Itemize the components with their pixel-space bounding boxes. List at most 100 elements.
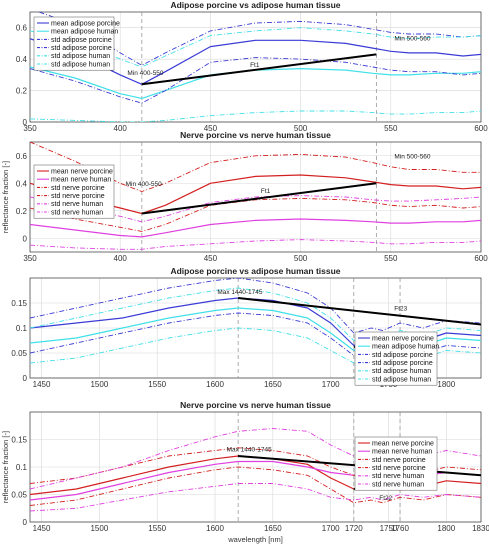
y-tick-label: 0: [23, 518, 28, 527]
y-tick-label: 0: [23, 374, 28, 383]
annotation-label: Min 500-560: [394, 35, 431, 42]
x-tick-label: 400: [114, 254, 128, 263]
x-tick-label: 1450: [33, 380, 51, 389]
x-tick-label: 450: [204, 254, 218, 263]
x-tick-label: 350: [23, 124, 37, 133]
legend-entry: std nerve human: [372, 481, 424, 488]
x-tick-label: 1700: [322, 380, 340, 389]
annotation-label: Min 500-560: [394, 154, 431, 161]
x-tick-label: 1760: [391, 524, 409, 533]
plot-content: [30, 142, 481, 252]
panel-title: Nerve porcine vs nerve human tissue: [180, 400, 331, 410]
legend-entry: std adipose porcine: [372, 352, 433, 359]
y-tick-label: 0: [23, 234, 28, 243]
x-tick-label: 1800: [437, 380, 455, 389]
legend-entry: std nerve porcine: [372, 465, 426, 472]
fit-line-1: [238, 297, 481, 326]
y-tick-label: 0.15: [11, 299, 27, 308]
panel-title: Adipose porcine vs adipose human tissue: [170, 266, 340, 276]
x-tick-label: 1800: [437, 524, 455, 533]
x-tick-label: 1700: [322, 524, 340, 533]
y-axis-label: reflectance fraction [-]: [1, 431, 10, 503]
legend-entry: std adipose porcine: [51, 37, 112, 44]
axes-frame: [29, 411, 482, 523]
x-tick-label: 550: [384, 124, 398, 133]
panel-3: 1450150015501600165017001750180000.050.1…: [11, 266, 482, 389]
y-tick-label: 0.1: [16, 324, 28, 333]
legend-entry: mean nerve porcine: [372, 335, 434, 342]
legend-entry: mean nerve human: [51, 177, 111, 184]
legend-entry: mean adipose porcine: [51, 20, 120, 27]
x-tick-label: 1450: [33, 524, 51, 533]
series-line-4: [30, 466, 481, 506]
series-line-5: [30, 27, 481, 68]
x-tick-label: 1600: [206, 524, 224, 533]
x-tick-label: 1550: [148, 380, 166, 389]
legend-entry: std nerve human: [51, 201, 103, 208]
annotation-label: Ft1: [250, 62, 260, 69]
legend-entry: mean nerve porcine: [372, 440, 434, 447]
series-line-2: [30, 218, 481, 238]
x-tick-label: 1500: [90, 524, 108, 533]
y-axis-label: reflectance fraction [-]: [1, 161, 10, 233]
legend-box: [354, 331, 438, 386]
x-tick-label: 1720: [345, 524, 363, 533]
legend-entry: std nerve human: [51, 209, 103, 216]
legend-entry: std adipose porcine: [372, 360, 433, 367]
panel-2: 350 400 450 500 550 600 0 0.2 0.4 0.6 Nerve porcin…: [1, 130, 488, 263]
x-tick-label: 400: [114, 124, 128, 133]
panel-1: 350 400 450 500 550 600 0 0.2 0.4 0.6 Adipose porc…: [16, 0, 488, 133]
y-tick-label: 0.2: [16, 207, 28, 216]
annotation-label: Max 1440-1745: [227, 447, 273, 454]
y-tick-label: 0.4: [16, 55, 28, 64]
x-tick-label: 600: [474, 254, 488, 263]
annotation-label: Ft22: [379, 495, 392, 502]
y-tick-label: 0.2: [16, 87, 28, 96]
fit-line-1: [141, 53, 377, 86]
y-tick-label: 0.6: [16, 152, 28, 161]
legend-entry: std adipose porcine: [51, 45, 112, 52]
series-line-6: [30, 239, 481, 250]
legend-entry: std nerve porcine: [51, 193, 105, 200]
y-tick-label: 0.1: [16, 463, 28, 472]
series-line-3: [30, 278, 481, 334]
fit-line-1: [141, 182, 377, 215]
legend-entry: std nerve porcine: [372, 457, 426, 464]
series-line-6: [30, 483, 481, 512]
legend-box: [33, 164, 115, 219]
plot-content: [30, 12, 481, 122]
panel-title: Nerve porcine vs nerve human tissue: [180, 130, 331, 140]
legend-box: [33, 16, 115, 71]
annotation-label: Ft1: [261, 188, 271, 195]
series-line-4: [30, 57, 481, 104]
legend-entry: std adipose human: [372, 376, 431, 383]
x-tick-label: 1600: [206, 380, 224, 389]
x-tick-label: 550: [384, 254, 398, 263]
legend-entry: mean adipose human: [51, 29, 118, 36]
x-tick-label: 500: [294, 124, 308, 133]
x-tick-label: 450: [204, 124, 218, 133]
series-line-1: [30, 38, 481, 85]
x-tick-label: 1650: [264, 380, 282, 389]
series-line-2: [30, 66, 481, 99]
series-line-5: [30, 195, 481, 223]
legend-entry: std adipose human: [372, 368, 431, 375]
y-tick-label: 0.15: [11, 436, 27, 445]
y-tick-label: 0: [23, 118, 28, 127]
x-tick-label: 1750: [380, 524, 398, 533]
x-tick-label: 1650: [264, 524, 282, 533]
annotation-label: Min 400-550: [126, 181, 163, 188]
legend-entry: std adipose human: [51, 53, 110, 60]
x-tick-label: 1830: [472, 524, 489, 533]
legend-entry: std nerve porcine: [51, 185, 105, 192]
y-tick-label: 0.05: [11, 349, 27, 358]
legend-box: [354, 436, 438, 491]
legend-entry: mean adipose human: [372, 344, 439, 351]
series-line-3: [30, 142, 481, 192]
x-tick-label: 1550: [148, 524, 166, 533]
legend-entry: mean nerve human: [372, 449, 432, 456]
y-tick-label: 0.05: [11, 491, 27, 500]
panel-title: Adipose porcine vs adipose human tissue: [170, 0, 340, 10]
